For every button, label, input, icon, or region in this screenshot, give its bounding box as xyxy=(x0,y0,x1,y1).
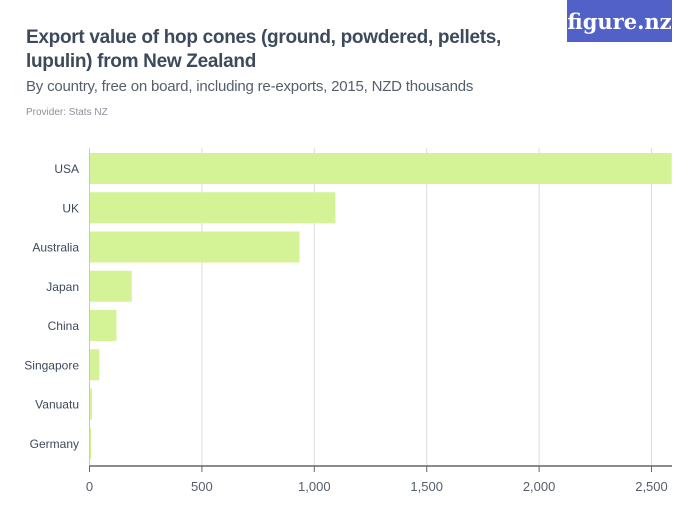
x-tick-label: 1,000 xyxy=(298,479,331,494)
category-label: China xyxy=(48,319,80,333)
bar-uk xyxy=(89,192,336,224)
x-tick-label: 0 xyxy=(86,479,93,494)
chart-subtitle: By country, free on board, including re-… xyxy=(26,78,474,95)
bar-germany xyxy=(89,427,92,459)
x-tick-label: 2,500 xyxy=(635,479,668,494)
category-label: Germany xyxy=(30,437,79,451)
bar-singapore xyxy=(89,349,100,381)
provider-label: Provider: Stats NZ xyxy=(26,107,108,118)
bar-usa xyxy=(89,153,672,184)
category-label: Australia xyxy=(32,241,79,255)
bar-australia xyxy=(89,231,300,263)
chart-title: Export value of hop cones (ground, powde… xyxy=(26,27,501,72)
bar-japan xyxy=(89,270,132,302)
category-label: Singapore xyxy=(24,358,79,372)
bar-vanuatu xyxy=(89,388,92,420)
bar-china xyxy=(89,310,117,341)
x-tick-label: 2,000 xyxy=(523,479,556,494)
category-label: Japan xyxy=(46,280,79,294)
category-label: Vanuatu xyxy=(35,398,79,412)
x-tick-label: 1,500 xyxy=(410,479,443,494)
category-label: USA xyxy=(54,162,79,176)
figure-nz-logo[interactable]: figure.nz xyxy=(567,0,672,42)
category-label: UK xyxy=(62,201,79,215)
x-tick-label: 500 xyxy=(191,479,213,494)
